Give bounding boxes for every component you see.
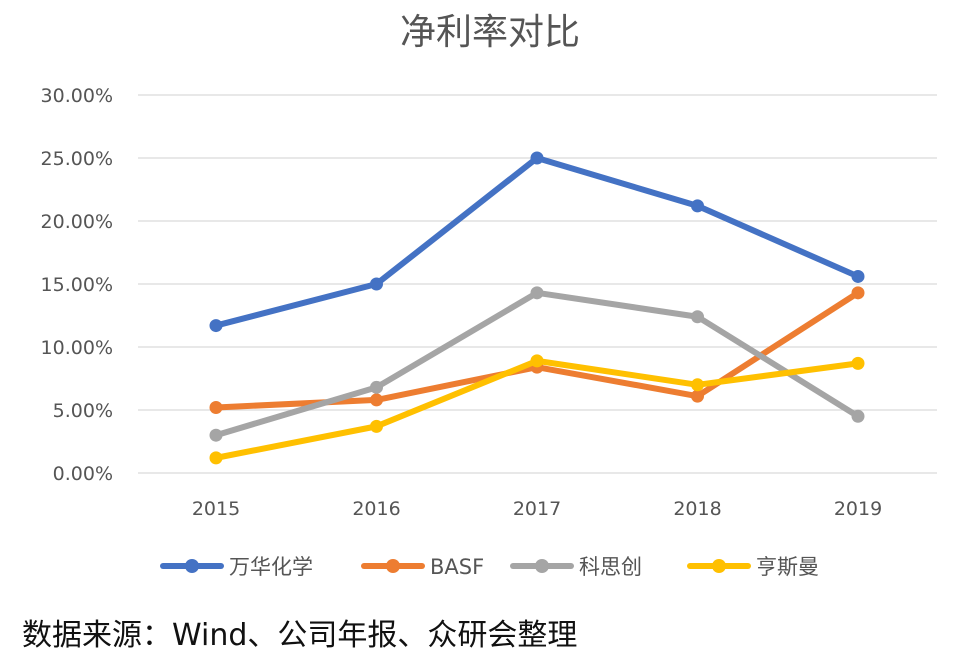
data-point [691,389,704,403]
data-point [370,419,383,433]
data-point [370,380,383,394]
y-tick-label: 20.00% [41,211,113,233]
data-point [209,428,223,442]
series-line [213,289,861,411]
legend-item: 亨斯曼 [687,555,819,579]
data-point [370,277,383,291]
legend-item: BASF [361,555,484,579]
y-axis-ticks: 0.00% 5.00% 10.00% 15.00% 20.00% 25.00% 30.00% [41,85,113,485]
data-point [530,354,544,368]
y-tick-label: 0.00% [53,463,113,485]
series-line [213,155,861,329]
data-point [209,400,223,414]
legend-swatch-marker [712,559,726,573]
y-tick-label: 10.00% [41,337,113,359]
chart-title: 净利率对比 [400,12,580,53]
x-tick-label: 2018 [673,498,721,520]
x-tick-label: 2016 [352,498,400,520]
x-tick-label: 2019 [834,498,882,520]
data-point [851,269,865,283]
data-point [851,356,865,370]
legend-swatch-marker [535,559,549,573]
y-tick-label: 15.00% [41,274,113,296]
legend-swatch-marker [185,559,199,573]
data-point [209,319,223,333]
legend: 万华化学 BASF 科思创 亨斯曼 [160,555,819,579]
x-axis-ticks: 2015 2016 2017 2018 2019 [192,498,882,520]
y-tick-label: 5.00% [53,400,113,422]
data-point [691,310,704,324]
data-point [691,378,704,392]
source-note: 数据来源：Wind、公司年报、众研会整理 [22,618,578,653]
data-point [530,286,544,300]
x-tick-label: 2015 [192,498,240,520]
data-point [530,151,544,165]
legend-label: 亨斯曼 [756,555,819,579]
data-point [691,199,704,213]
legend-item: 万华化学 [160,555,313,579]
data-point [209,451,223,465]
y-tick-label: 25.00% [41,148,113,170]
series-1 [209,286,865,414]
legend-label: BASF [430,555,484,579]
y-tick-label: 30.00% [41,85,113,107]
data-point [851,286,865,300]
series-2 [209,286,865,442]
series-3 [209,354,865,465]
legend-item: 科思创 [510,555,642,579]
series-lines [209,151,865,465]
x-tick-label: 2017 [513,498,561,520]
legend-label: 科思创 [579,555,642,579]
legend-label: 万华化学 [229,555,313,579]
data-point [851,409,865,423]
data-point [370,393,383,407]
legend-swatch-marker [386,559,400,573]
series-0 [209,151,865,333]
